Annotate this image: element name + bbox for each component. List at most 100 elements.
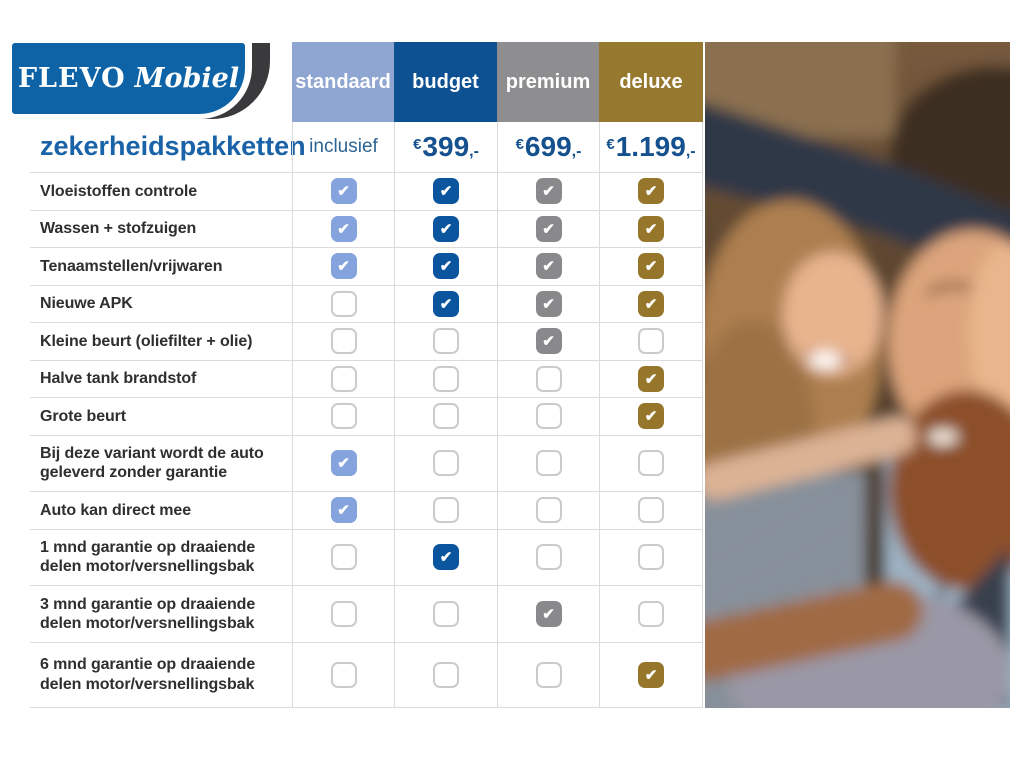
- feature-label: Kleine beurt (oliefilter + olie): [40, 332, 253, 350]
- checkbox-standaard-row5[interactable]: [330, 328, 357, 355]
- feature-label: Wassen + stofzuigen: [40, 220, 197, 238]
- checkbox-premium-row6[interactable]: [535, 365, 562, 392]
- checkbox-deluxe-row7[interactable]: ✔: [638, 403, 664, 430]
- checkbox-deluxe-row9[interactable]: [638, 497, 664, 524]
- feature-cell: [497, 360, 599, 397]
- checkbox-standaard-row6[interactable]: [330, 365, 357, 392]
- checkbox-budget-row6[interactable]: [433, 365, 459, 392]
- feature-cell: ✔: [599, 642, 703, 707]
- feature-cell: ✔: [599, 285, 703, 322]
- feature-cell: [599, 586, 703, 642]
- checkbox-deluxe-row1[interactable]: ✔: [638, 178, 664, 205]
- table-row: Auto kan direct mee ✔: [30, 491, 703, 529]
- checkbox-standaard-row11[interactable]: [330, 600, 357, 627]
- price-premium: € 699 ,-: [497, 122, 599, 172]
- column-header-premium: premium: [497, 42, 599, 122]
- feature-cell: [394, 360, 497, 397]
- checkbox-standaard-row7[interactable]: [330, 403, 357, 430]
- currency-symbol: €: [413, 136, 422, 153]
- checkbox-premium-row9[interactable]: [535, 497, 562, 524]
- feature-cell: [497, 398, 599, 435]
- checkbox-budget-row7[interactable]: [433, 403, 459, 430]
- checkbox-standaard-row10[interactable]: [330, 544, 357, 571]
- checkbox-premium-row3[interactable]: ✔: [535, 253, 562, 280]
- checkbox-premium-row2[interactable]: ✔: [535, 215, 562, 242]
- checkbox-standaard-row3[interactable]: ✔: [330, 253, 357, 280]
- header-row: standaard budget premium deluxe: [30, 42, 703, 122]
- feature-cell: [394, 398, 497, 435]
- checkbox-premium-row1[interactable]: ✔: [535, 178, 562, 205]
- checkbox-budget-row4[interactable]: ✔: [433, 290, 459, 317]
- feature-cell: ✔: [599, 398, 703, 435]
- feature-cell: ✔: [394, 248, 497, 285]
- table-row: Grote beurt ✔: [30, 397, 703, 435]
- checkbox-premium-row11[interactable]: ✔: [535, 600, 562, 627]
- feature-cell: [599, 492, 703, 529]
- price-standaard: inclusief: [292, 122, 394, 172]
- feature-cell: ✔: [497, 210, 599, 247]
- feature-cell: [394, 586, 497, 642]
- feature-cell: ✔: [394, 173, 497, 210]
- checkbox-premium-row7[interactable]: [535, 403, 562, 430]
- checkbox-budget-row8[interactable]: [433, 450, 459, 477]
- price-value: € 699 ,-: [516, 133, 582, 161]
- checkbox-deluxe-row2[interactable]: ✔: [638, 215, 664, 242]
- feature-rows: Vloeistoffen controle ✔ ✔ ✔ ✔ Wassen + s…: [30, 172, 703, 708]
- checkbox-budget-row2[interactable]: ✔: [433, 215, 459, 242]
- feature-label: 3 mnd garantie op draaiende delen motor/…: [40, 595, 256, 632]
- feature-cell: ✔: [497, 173, 599, 210]
- checkbox-premium-row5[interactable]: ✔: [535, 328, 562, 355]
- feature-label: 1 mnd garantie op draaiende delen motor/…: [40, 539, 256, 576]
- feature-cell: [394, 323, 497, 360]
- feature-cell: [292, 285, 394, 322]
- price-suffix: ,-: [469, 143, 479, 160]
- feature-cell: [394, 642, 497, 707]
- currency-symbol: €: [515, 136, 524, 153]
- checkbox-premium-row4[interactable]: ✔: [535, 290, 562, 317]
- checkbox-premium-row8[interactable]: [535, 450, 562, 477]
- checkbox-standaard-row2[interactable]: ✔: [330, 215, 357, 242]
- checkbox-deluxe-row4[interactable]: ✔: [638, 290, 664, 317]
- price-amount: 699: [524, 131, 572, 162]
- feature-cell: ✔: [599, 248, 703, 285]
- logo-plate: FLEVO Mobiel: [12, 43, 245, 114]
- checkbox-deluxe-row12[interactable]: ✔: [638, 661, 664, 688]
- feature-cell: [292, 642, 394, 707]
- feature-cell: ✔: [497, 323, 599, 360]
- feature-cell: ✔: [292, 173, 394, 210]
- checkbox-budget-row3[interactable]: ✔: [433, 253, 459, 280]
- feature-label: Tenaamstellen/vrijwaren: [40, 257, 223, 275]
- table-row: Halve tank brandstof ✔: [30, 359, 703, 397]
- feature-cell: [292, 398, 394, 435]
- checkbox-standaard-row12[interactable]: [330, 661, 357, 688]
- checkbox-deluxe-row3[interactable]: ✔: [638, 253, 664, 280]
- checkbox-deluxe-row10[interactable]: [638, 544, 664, 571]
- checkbox-premium-row12[interactable]: [535, 661, 562, 688]
- table-row: Wassen + stofzuigen ✔ ✔ ✔ ✔: [30, 209, 703, 247]
- checkbox-standaard-row9[interactable]: ✔: [330, 497, 357, 524]
- checkbox-budget-row10[interactable]: ✔: [433, 544, 459, 571]
- checkbox-budget-row5[interactable]: [433, 328, 459, 355]
- checkbox-deluxe-row5[interactable]: [638, 328, 664, 355]
- feature-cell: ✔: [497, 285, 599, 322]
- feature-cell: ✔: [599, 360, 703, 397]
- checkbox-standaard-row4[interactable]: [330, 290, 357, 317]
- checkbox-budget-row12[interactable]: [433, 661, 459, 688]
- header-label-spacer: [30, 42, 292, 122]
- feature-cell: [292, 360, 394, 397]
- price-suffix: ,-: [685, 143, 696, 160]
- couple-photo-art: [705, 42, 1010, 708]
- checkbox-deluxe-row11[interactable]: [638, 600, 664, 627]
- feature-cell: ✔: [292, 248, 394, 285]
- checkbox-deluxe-row8[interactable]: [638, 450, 664, 477]
- checkbox-premium-row10[interactable]: [535, 544, 562, 571]
- checkbox-standaard-row8[interactable]: ✔: [330, 450, 357, 477]
- price-budget: € 399 ,-: [394, 122, 497, 172]
- checkbox-budget-row11[interactable]: [433, 600, 459, 627]
- price-amount: 1.199: [615, 131, 686, 162]
- checkbox-budget-row9[interactable]: [433, 497, 459, 524]
- checkbox-standaard-row1[interactable]: ✔: [330, 178, 357, 205]
- checkbox-deluxe-row6[interactable]: ✔: [638, 365, 664, 392]
- feature-cell: ✔: [292, 492, 394, 529]
- checkbox-budget-row1[interactable]: ✔: [433, 178, 459, 205]
